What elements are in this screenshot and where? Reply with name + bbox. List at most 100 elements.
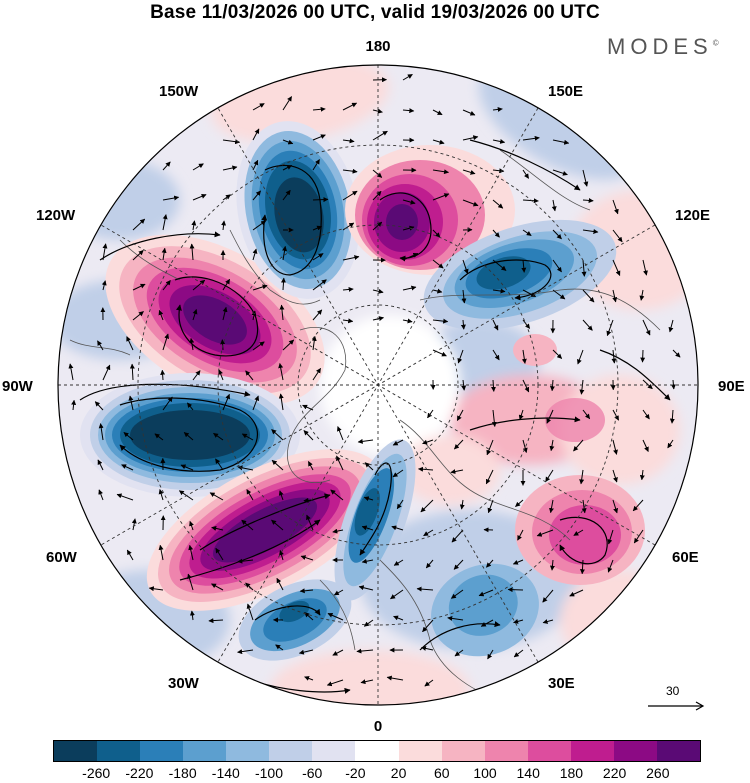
lon-label-180: 180 xyxy=(365,38,390,55)
wind-arrow xyxy=(162,280,171,291)
wind-arrow xyxy=(582,228,599,234)
colorbar-swatch xyxy=(484,741,528,761)
wind-arrow xyxy=(306,514,314,531)
wind-arrow xyxy=(432,229,441,238)
wind-arrow xyxy=(522,198,539,204)
wind-arrow xyxy=(211,583,224,591)
wind-arrow xyxy=(536,529,554,537)
colorbar-tick-label: -140 xyxy=(211,765,240,781)
map-title: Base 11/03/2026 00 UTC, valid 19/03/2026… xyxy=(150,2,600,23)
wind-arrow xyxy=(312,253,324,261)
wind-arrow xyxy=(391,525,404,531)
wind-arrow xyxy=(211,525,224,531)
wind-arrow xyxy=(612,289,618,303)
wind-arrow xyxy=(462,109,476,116)
colorbar-swatch xyxy=(398,741,442,761)
wind-arrow xyxy=(191,220,197,231)
wind-arrow xyxy=(342,286,354,292)
wind-arrow xyxy=(546,409,554,424)
colorbar-swatch xyxy=(269,741,313,761)
colorbar-tick-label: -220 xyxy=(125,765,154,781)
wind-arrow xyxy=(432,139,445,145)
wind-arrow xyxy=(188,544,194,561)
lon-label-30e: 30E xyxy=(548,675,575,692)
wind-arrow xyxy=(312,134,326,141)
wind-arrow xyxy=(158,544,164,561)
wind-arrow xyxy=(459,499,465,510)
wind-arrow xyxy=(552,349,563,359)
wind-arrow xyxy=(102,243,108,261)
colorbar-tick-label: 220 xyxy=(602,765,627,781)
colorbar-swatch xyxy=(441,741,485,761)
wind-arrow xyxy=(416,586,434,592)
wind-arrow xyxy=(213,432,224,441)
wind-arrow xyxy=(454,649,464,657)
wind-arrow xyxy=(361,558,374,564)
wind-arrow xyxy=(670,379,676,390)
wind-arrow xyxy=(432,169,449,175)
wind-arrow xyxy=(154,433,164,441)
wind-arrow xyxy=(128,395,134,411)
wind-arrow xyxy=(513,649,524,658)
wind-arrow xyxy=(237,558,254,564)
wind-arrow xyxy=(402,225,415,231)
lon-label-0: 0 xyxy=(374,718,382,735)
wind-arrow xyxy=(492,259,507,271)
wind-arrow xyxy=(420,499,434,513)
wind-arrow xyxy=(252,248,258,261)
wind-arrow xyxy=(642,319,651,336)
wind-arrow xyxy=(312,225,323,231)
wind-vectors xyxy=(68,73,681,687)
wind-arrow xyxy=(423,529,434,537)
colorbar-tick-label: 100 xyxy=(473,765,497,781)
lon-label-120w: 120W xyxy=(36,207,76,224)
graticule xyxy=(58,65,698,705)
wind-arrow xyxy=(222,194,231,201)
wind-arrow xyxy=(478,589,494,597)
wind-arrow xyxy=(187,573,194,591)
wind-arrow xyxy=(612,499,619,514)
wind-arrow xyxy=(187,402,194,411)
wind-arrow xyxy=(522,169,530,179)
wind-arrow xyxy=(402,199,416,205)
wind-arrow xyxy=(282,189,291,201)
wind-arrow xyxy=(241,433,254,441)
wind-arrow xyxy=(342,168,358,174)
wind-arrow xyxy=(432,193,450,201)
wind-arrow xyxy=(582,197,594,203)
wind-arrow xyxy=(612,229,623,243)
wind-arrow xyxy=(361,525,374,531)
wind-arrow xyxy=(299,588,314,594)
wind-arrow xyxy=(342,255,360,261)
wind-arrow xyxy=(372,190,382,201)
wind-arrow xyxy=(402,108,415,114)
wind-arrow xyxy=(307,461,314,471)
wind-arrow xyxy=(418,466,434,472)
wind-arrow xyxy=(432,259,444,269)
wind-arrow xyxy=(545,469,554,483)
wind-arrow xyxy=(573,529,584,536)
wind-arrow xyxy=(432,109,443,116)
wind-arrow xyxy=(642,439,649,452)
wind-arrow xyxy=(612,439,618,455)
wind-arrow xyxy=(461,289,467,304)
wind-arrow xyxy=(71,399,77,411)
wind-arrow xyxy=(192,194,207,201)
wind-arrow xyxy=(246,603,254,621)
colorbar-tick-label: -20 xyxy=(345,765,366,781)
wind-arrow xyxy=(457,349,464,364)
wind-arrow xyxy=(132,311,144,321)
wind-arrow xyxy=(192,309,198,321)
wind-arrow xyxy=(393,615,404,621)
wind-arrow xyxy=(364,462,374,471)
wind-arrow xyxy=(342,138,355,144)
wind-arrow xyxy=(246,489,254,501)
wind-arrow xyxy=(94,401,104,411)
wind-arrow xyxy=(237,649,254,655)
wind-arrow xyxy=(402,285,417,291)
wind-arrow xyxy=(129,363,135,381)
wind-arrow xyxy=(183,432,194,441)
wind-arrow xyxy=(298,649,314,655)
wind-arrow xyxy=(279,550,284,561)
wind-arrow xyxy=(271,459,284,471)
